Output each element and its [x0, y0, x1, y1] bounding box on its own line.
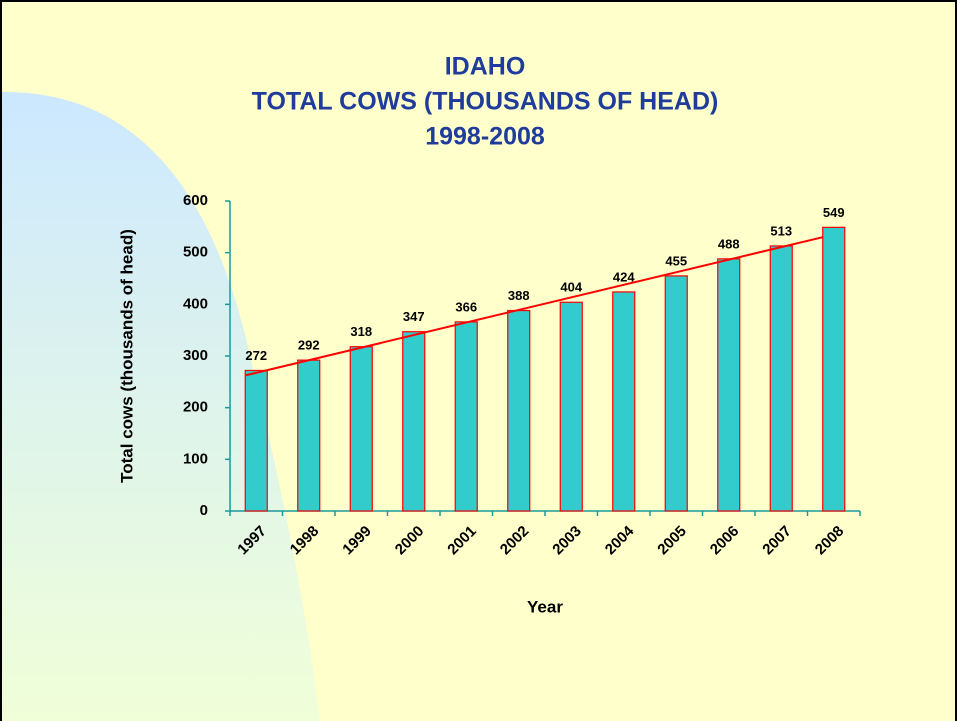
value-label: 366: [455, 299, 477, 314]
value-label: 455: [665, 253, 687, 268]
decor-shape: [2, 91, 320, 721]
bar: [822, 226, 846, 512]
title-line: IDAHO: [445, 53, 526, 81]
trendline: [245, 236, 824, 377]
title-line: TOTAL COWS (THOUSANDS OF HEAD): [252, 88, 719, 116]
bar: [769, 245, 793, 512]
y-tick-label: 400: [183, 295, 208, 312]
value-label: 388: [508, 288, 530, 303]
value-label: 549: [823, 205, 845, 220]
value-label: 513: [770, 223, 792, 238]
value-label: 347: [403, 309, 425, 324]
x-axis-label: Year: [527, 597, 563, 616]
y-tick-label: 200: [183, 399, 208, 416]
bar: [664, 275, 688, 512]
title-line: 1998-2008: [425, 123, 545, 151]
bar: [297, 359, 321, 512]
value-label: 272: [245, 348, 267, 363]
bar: [244, 369, 268, 512]
bar: [454, 321, 478, 512]
value-label: 404: [560, 280, 582, 295]
value-label: 424: [613, 269, 635, 284]
y-tick-label: 600: [183, 192, 208, 209]
y-tick-label: 300: [183, 347, 208, 364]
y-tick-label: 500: [183, 244, 208, 261]
bar: [402, 331, 426, 512]
bar: [507, 309, 531, 512]
y-tick-label: 0: [200, 502, 208, 519]
y-tick-label: 100: [183, 450, 208, 467]
y-axis-label: Total cows (thousands of head): [117, 229, 136, 483]
bar: [717, 258, 741, 512]
value-label: 292: [298, 338, 320, 353]
bar: [349, 346, 373, 512]
value-label: 318: [350, 324, 372, 339]
bar: [612, 291, 636, 512]
bar: [559, 301, 583, 512]
value-label: 488: [718, 236, 740, 251]
